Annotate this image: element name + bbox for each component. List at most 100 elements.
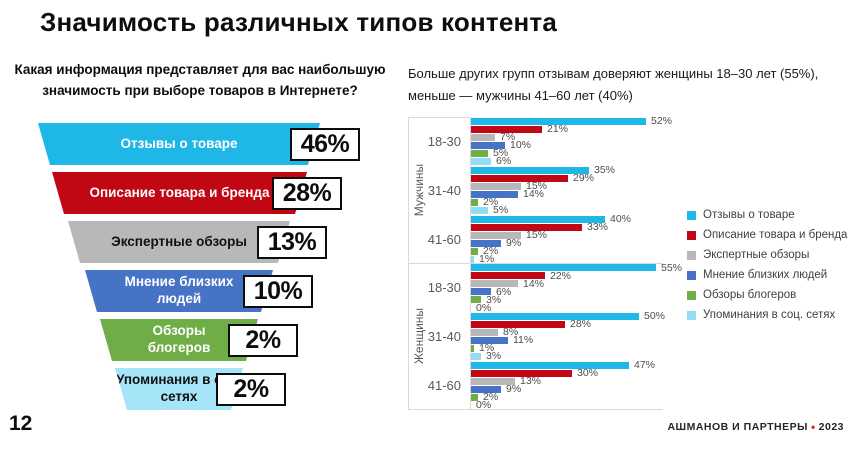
bar-row: 30% (471, 367, 683, 380)
funnel-value-box: 13% (257, 226, 327, 259)
legend-item: Обзоры блогеров (687, 285, 847, 305)
bar-row: 7% (471, 132, 683, 142)
bar-row: 14% (471, 277, 683, 290)
bar-value-label: 55% (661, 261, 683, 274)
bar-row: 15% (471, 230, 683, 240)
legend-swatch-icon (687, 310, 696, 320)
bar (471, 231, 521, 239)
bar (471, 117, 646, 125)
bar (471, 157, 491, 165)
bar-row: 3% (471, 293, 683, 306)
age-tick-label: 41-60 (427, 231, 461, 247)
bar-row: 55% (471, 261, 683, 274)
funnel-chart: Отзывы о товаре 46% Описание товара и брен… (0, 0, 420, 450)
bar-value-label: 35% (594, 163, 616, 176)
footer-year: 2023 (818, 421, 844, 433)
gender-group-label: Мужчины (408, 117, 430, 263)
bar (471, 345, 474, 353)
bar (471, 223, 582, 231)
funnel-question: Какая информация представляет для вас на… (14, 62, 386, 98)
footer-brand-name: АШМАНОВ И ПАРТНЕРЫ (667, 421, 808, 433)
legend-item: Мнение близких людей (687, 265, 847, 285)
bar-row: 52% (471, 116, 683, 126)
bar (471, 386, 501, 394)
bar-row: 5% (471, 205, 683, 215)
bar-value-label: 14% (523, 277, 545, 290)
bar-row: 50% (471, 310, 683, 323)
legend-label: Обзоры блогеров (703, 289, 797, 301)
bar-value-label: 14% (523, 187, 545, 200)
legend-label: Отзывы о товаре (703, 209, 795, 221)
bar-row: 2% (471, 246, 683, 256)
legend-swatch-icon (687, 210, 696, 220)
bar-value-label: 30% (577, 367, 599, 380)
bar-value-label: 28% (570, 318, 592, 331)
footer-dot-icon: • (810, 420, 816, 434)
bar-value-label: 0% (476, 399, 492, 412)
bar-value-label: 6% (496, 155, 512, 168)
bar-value-label: 2% (483, 391, 499, 404)
bar-value-label: 21% (547, 123, 569, 136)
bar (471, 321, 565, 329)
bar-row: 14% (471, 187, 683, 200)
bar-value-label: 47% (634, 359, 656, 372)
gender-group-label: Женщины (408, 263, 430, 409)
bar-value-label: 50% (644, 310, 666, 323)
age-tick-label: 41-60 (427, 378, 461, 394)
bar-value-label: 6% (496, 285, 512, 298)
insight-text: Больше других групп отзывам доверяют жен… (408, 63, 848, 107)
legend-label: Упоминания в соц. сетях (703, 309, 836, 321)
age-tick-label: 31-40 (427, 182, 461, 198)
bar-group: 52% 21% 7% 10% 5% 6% (471, 116, 683, 168)
bar (471, 264, 656, 272)
bar-value-label: 15% (526, 179, 548, 192)
funnel-segment-label: Отзывы о товаре (120, 135, 238, 151)
bar-group: 40% 33% 15% 9% 2% 1% (471, 214, 683, 264)
bar-group: 55% 22% 14% 6% 3% 0% (471, 261, 683, 314)
bar (471, 239, 501, 247)
funnel-segment-label: Обзоры блогеров (147, 323, 211, 355)
bar-value-label: 0% (476, 301, 492, 314)
chart-bottom-line (408, 409, 663, 410)
bar (471, 247, 478, 255)
bar (471, 337, 508, 345)
funnel-segment: Отзывы о товаре (38, 123, 320, 165)
bar-row: 15% (471, 179, 683, 192)
bar-group: 47% 30% 13% 9% 2% 0% (471, 359, 683, 412)
bar-row: 28% (471, 318, 683, 331)
bar-row: 1% (471, 343, 683, 353)
bar-row: 2% (471, 195, 683, 208)
bar (471, 255, 474, 263)
bar-value-label: 2% (483, 195, 499, 208)
bar (471, 149, 488, 157)
legend-swatch-icon (687, 230, 696, 240)
bar-value-label: 9% (506, 236, 522, 249)
bar (471, 394, 478, 402)
funnel-value-box: 46% (290, 128, 360, 161)
bar-value-label: 11% (513, 334, 534, 347)
bar-row: 9% (471, 236, 683, 249)
age-axis-labels: 18-30 31-40 41-60 18-30 31-40 41-60 Мужчины Жен… (408, 117, 470, 410)
bar-row: 6% (471, 155, 683, 168)
gender-separator-line (408, 263, 663, 264)
bar-row: 35% (471, 163, 683, 176)
bar (471, 329, 498, 337)
bar-row: 8% (471, 327, 683, 337)
bar (471, 378, 515, 386)
bar-value-label: 9% (506, 383, 522, 396)
bar (471, 174, 568, 182)
bar-chart-plot: 52% 21% 7% 10% 5% 6% 35% 29% 15% 14% 2% 5% 40% 33% 15%… (471, 116, 683, 412)
legend-label: Мнение близких людей (703, 269, 828, 281)
insight-line-2: меньше — мужчины 41–60 лет (40%) (408, 88, 633, 104)
legend-label: Экспертные обзоры (703, 249, 810, 261)
bar (471, 206, 488, 214)
bar-value-label: 10% (510, 139, 532, 152)
bar (471, 362, 629, 370)
funnel-segment: Экспертные обзоры (68, 221, 290, 263)
bar (471, 198, 478, 206)
funnel-segment: Мнение близких людей (85, 270, 273, 312)
bar (471, 280, 518, 288)
bar-value-label: 3% (486, 293, 502, 306)
legend-swatch-icon (687, 270, 696, 280)
bar (471, 370, 572, 378)
